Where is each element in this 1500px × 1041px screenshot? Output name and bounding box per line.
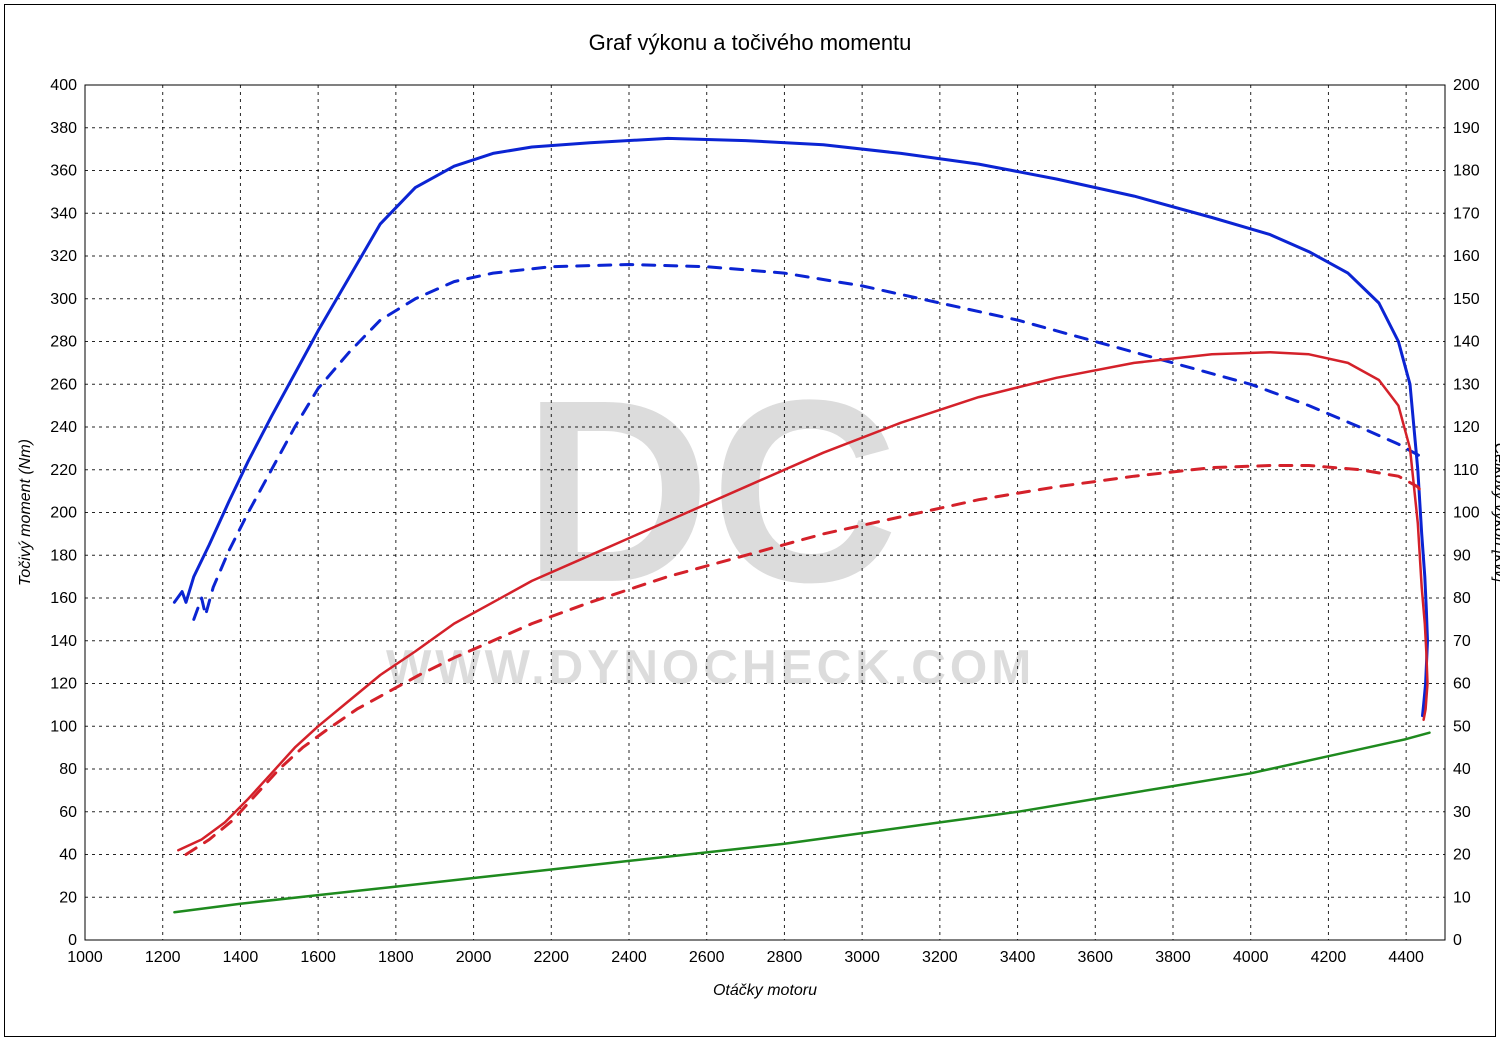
y-right-tick-label: 180 bbox=[1453, 163, 1480, 180]
x-tick-label: 4400 bbox=[1388, 949, 1424, 966]
x-tick-label: 1800 bbox=[378, 949, 414, 966]
y-right-tick-label: 90 bbox=[1453, 547, 1471, 564]
y-right-tick-label: 130 bbox=[1453, 376, 1480, 393]
x-tick-label: 3000 bbox=[844, 949, 880, 966]
y-right-axis-label: Celkový výkon [kW] bbox=[1491, 443, 1500, 583]
x-tick-label: 2400 bbox=[611, 949, 647, 966]
x-tick-label: 1000 bbox=[67, 949, 103, 966]
x-tick-label: 1600 bbox=[300, 949, 336, 966]
y-left-tick-label: 120 bbox=[50, 676, 77, 693]
y-right-tick-label: 120 bbox=[1453, 419, 1480, 436]
y-left-tick-label: 180 bbox=[50, 547, 77, 564]
x-tick-label: 4200 bbox=[1311, 949, 1347, 966]
y-right-tick-label: 110 bbox=[1453, 462, 1479, 479]
y-right-tick-label: 70 bbox=[1453, 633, 1471, 650]
y-right-tick-label: 40 bbox=[1453, 761, 1471, 778]
x-axis-label: Otáčky motoru bbox=[713, 982, 817, 999]
dyno-chart: DCWWW.DYNOCHECK.COM100012001400160018002… bbox=[0, 0, 1500, 1041]
y-right-tick-label: 100 bbox=[1453, 505, 1480, 522]
y-left-tick-label: 200 bbox=[50, 505, 77, 522]
watermark-logo: DC bbox=[523, 347, 899, 637]
y-right-tick-label: 30 bbox=[1453, 804, 1471, 821]
y-right-tick-label: 10 bbox=[1453, 889, 1471, 906]
x-tick-label: 2000 bbox=[456, 949, 492, 966]
x-tick-label: 1200 bbox=[145, 949, 181, 966]
y-left-tick-label: 400 bbox=[50, 77, 77, 94]
y-left-tick-label: 360 bbox=[50, 163, 77, 180]
y-right-tick-label: 200 bbox=[1453, 77, 1480, 94]
y-left-axis-label: Točivý moment (Nm) bbox=[17, 439, 34, 586]
y-left-tick-label: 60 bbox=[59, 804, 77, 821]
x-tick-label: 3200 bbox=[922, 949, 958, 966]
y-right-tick-label: 150 bbox=[1453, 291, 1480, 308]
y-right-tick-label: 170 bbox=[1453, 205, 1480, 222]
x-tick-label: 2800 bbox=[767, 949, 803, 966]
y-left-tick-label: 280 bbox=[50, 334, 77, 351]
series-loss_power bbox=[174, 733, 1429, 913]
y-right-tick-label: 80 bbox=[1453, 590, 1471, 607]
y-left-tick-label: 160 bbox=[50, 590, 77, 607]
y-right-tick-label: 20 bbox=[1453, 847, 1471, 864]
y-left-tick-label: 260 bbox=[50, 376, 77, 393]
watermark-url: WWW.DYNOCHECK.COM bbox=[386, 642, 1035, 695]
y-left-tick-label: 380 bbox=[50, 120, 77, 137]
y-right-tick-label: 160 bbox=[1453, 248, 1480, 265]
y-left-tick-label: 220 bbox=[50, 462, 77, 479]
y-left-tick-label: 140 bbox=[50, 633, 77, 650]
y-right-tick-label: 190 bbox=[1453, 120, 1480, 137]
y-left-tick-label: 40 bbox=[59, 847, 77, 864]
y-left-tick-label: 340 bbox=[50, 205, 77, 222]
y-left-tick-label: 20 bbox=[59, 889, 77, 906]
x-tick-label: 2600 bbox=[689, 949, 725, 966]
x-tick-label: 3400 bbox=[1000, 949, 1036, 966]
y-right-tick-label: 0 bbox=[1453, 932, 1462, 949]
x-tick-label: 3800 bbox=[1155, 949, 1191, 966]
y-right-tick-label: 140 bbox=[1453, 334, 1480, 351]
y-left-tick-label: 0 bbox=[68, 932, 77, 949]
y-left-tick-label: 320 bbox=[50, 248, 77, 265]
dyno-chart-frame: Graf výkonu a točivého momentu DCWWW.DYN… bbox=[0, 0, 1500, 1041]
watermark: DCWWW.DYNOCHECK.COM bbox=[386, 347, 1035, 695]
y-left-tick-label: 240 bbox=[50, 419, 77, 436]
x-tick-label: 4000 bbox=[1233, 949, 1269, 966]
x-tick-label: 1400 bbox=[223, 949, 259, 966]
y-left-tick-label: 300 bbox=[50, 291, 77, 308]
y-right-tick-label: 50 bbox=[1453, 718, 1471, 735]
x-tick-label: 3600 bbox=[1077, 949, 1113, 966]
y-right-tick-label: 60 bbox=[1453, 676, 1471, 693]
y-left-tick-label: 80 bbox=[59, 761, 77, 778]
x-tick-label: 2200 bbox=[533, 949, 569, 966]
y-left-tick-label: 100 bbox=[50, 718, 77, 735]
